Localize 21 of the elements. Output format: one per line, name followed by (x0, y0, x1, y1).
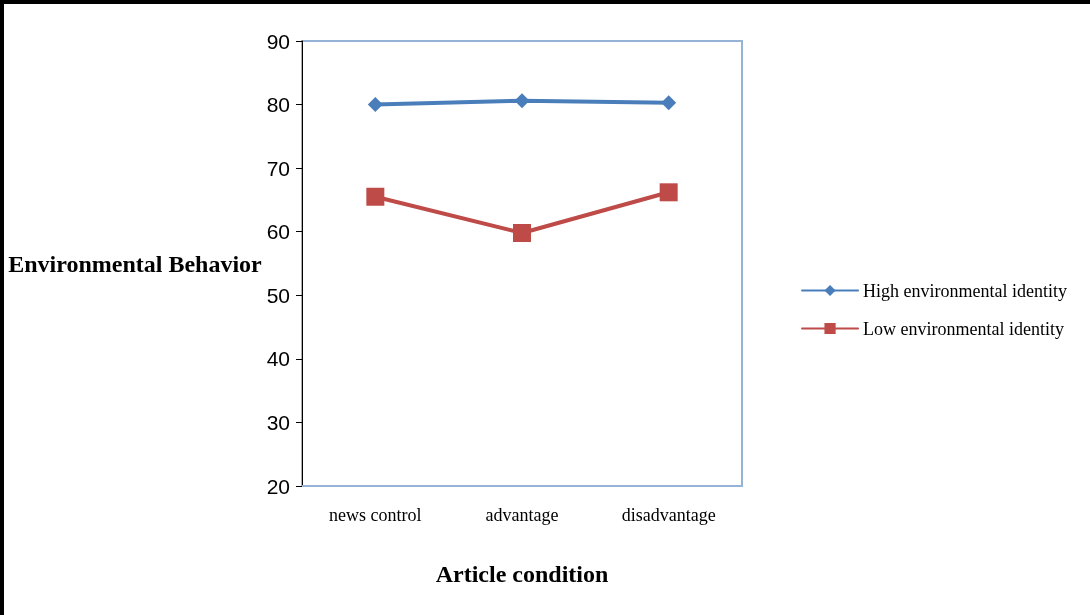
y-tick-label: 30 (266, 410, 290, 434)
legend-label: High environmental identity (863, 280, 1068, 301)
x-tick-label: news control (329, 505, 422, 525)
x-tick-label: advantage (485, 505, 559, 525)
point (661, 95, 677, 111)
x-axis-title: Article condition (435, 561, 609, 587)
x-tick-label: disadvantage (621, 505, 716, 525)
y-tick-label: 70 (266, 156, 290, 180)
y-tick-label: 80 (266, 93, 290, 117)
y-tick-label: 90 (266, 29, 290, 53)
point (659, 183, 678, 202)
y-tick-label: 40 (266, 347, 290, 371)
legend-label: Low environmental identity (863, 318, 1064, 339)
y-tick-label: 20 (266, 474, 290, 498)
point (366, 187, 385, 206)
y-tick-label: 60 (266, 220, 290, 244)
point (514, 93, 530, 109)
y-axis-title: Environmental Behavior (8, 250, 263, 277)
y-tick-label: 50 (266, 283, 290, 307)
point (367, 97, 383, 113)
point (513, 223, 531, 242)
